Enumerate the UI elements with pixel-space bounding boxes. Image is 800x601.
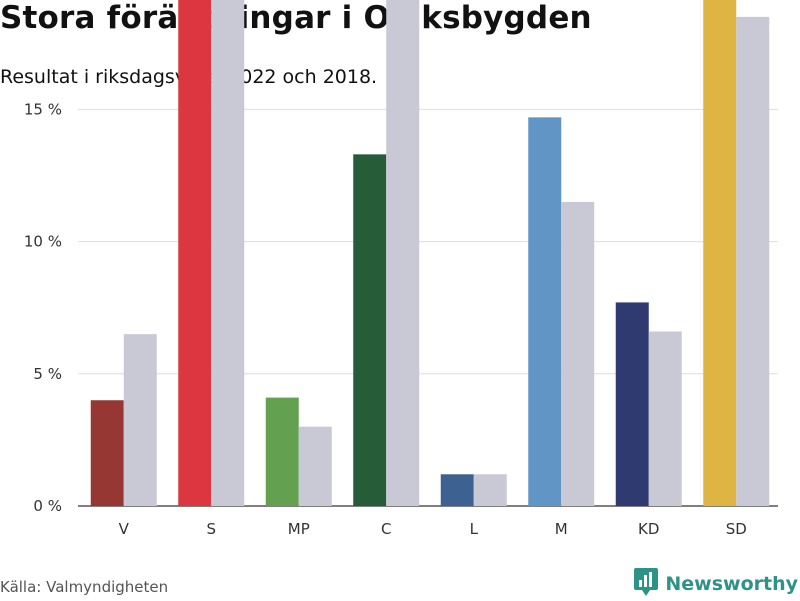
- x-tick-label: MP: [288, 520, 310, 538]
- x-tick-label: SD: [726, 520, 747, 538]
- brand-name: Newsworthy: [665, 573, 798, 595]
- y-tick-label: 5 %: [33, 365, 62, 383]
- x-tick-label: KD: [638, 520, 659, 538]
- chart-title: Stora förändringar i Oviksbygden: [0, 0, 592, 36]
- source-note: Källa: Valmyndigheten: [0, 578, 169, 596]
- y-axis-ticks: 0 %5 %10 %15 %20 %25 %: [24, 100, 62, 515]
- newsworthy-logo-icon: [633, 567, 659, 601]
- x-tick-label: V: [119, 520, 130, 538]
- bar-v-2018: [123, 334, 157, 506]
- bar-mp-2018: [298, 426, 332, 506]
- bar-m-2022: [528, 117, 562, 506]
- bar-mp-2022: [265, 397, 299, 506]
- bar-m-2018: [561, 201, 595, 506]
- bar-c-2022: [353, 154, 387, 506]
- bar-s-2018: [211, 0, 245, 506]
- x-tick-label: S: [206, 520, 216, 538]
- y-tick-label: 10 %: [24, 233, 62, 251]
- y-tick-label: 15 %: [24, 100, 62, 118]
- bar-l-2018: [473, 474, 507, 506]
- bar-v-2022: [90, 400, 124, 506]
- bar-kd-2018: [648, 331, 682, 506]
- bar-kd-2022: [615, 302, 649, 506]
- y-tick-label: 0 %: [33, 497, 62, 515]
- x-tick-label: C: [381, 520, 391, 538]
- bar-sd-2022: [703, 0, 737, 506]
- bars: [90, 0, 770, 507]
- x-tick-label: L: [470, 520, 479, 538]
- bar-l-2022: [440, 474, 474, 506]
- bar-c-2018: [386, 0, 420, 506]
- bar-sd-2018: [736, 16, 770, 507]
- brand-logo[interactable]: Newsworthy: [633, 568, 798, 600]
- x-tick-label: M: [555, 520, 568, 538]
- x-axis-ticks: V S MP C L M KD SD: [119, 520, 747, 538]
- bar-s-2022: [178, 0, 212, 507]
